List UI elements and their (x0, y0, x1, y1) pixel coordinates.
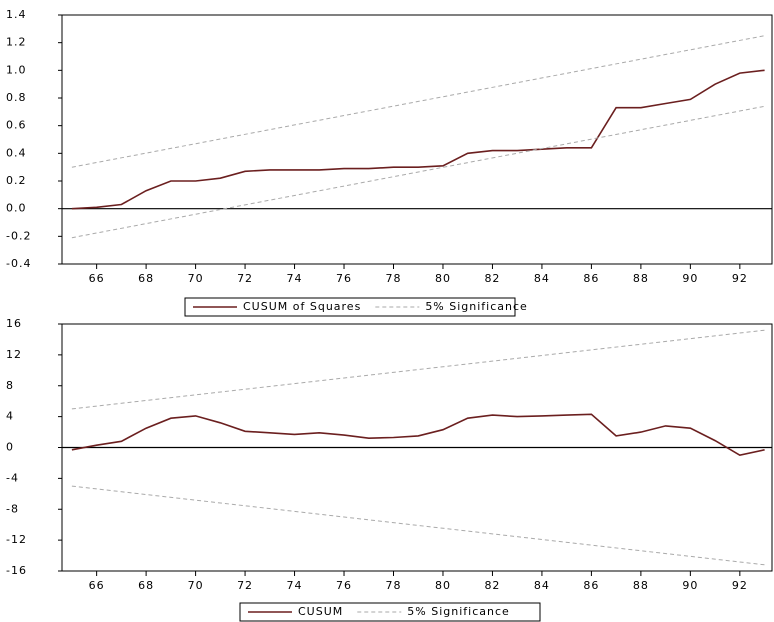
x-tick-label: 82 (484, 579, 500, 592)
x-tick-label: 86 (583, 579, 599, 592)
x-tick-label: 78 (385, 272, 401, 285)
x-tick-label: 74 (287, 579, 303, 592)
y-tick-label: 0.4 (6, 146, 27, 159)
legend-label: 5% Significance (425, 300, 528, 313)
x-tick-label: 74 (287, 272, 303, 285)
y-tick-label: -8 (6, 502, 19, 515)
y-tick-label: 1.4 (6, 8, 27, 21)
x-tick-label: 76 (336, 579, 352, 592)
x-tick-label: 88 (633, 579, 649, 592)
y-tick-label: 0.0 (6, 202, 27, 215)
y-tick-label: 1.0 (6, 63, 27, 76)
y-tick-label: 1.2 (6, 36, 27, 49)
band-line (71, 105, 765, 239)
y-tick-label: -12 (6, 533, 27, 546)
x-tick-label: 68 (138, 579, 154, 592)
x-tick-label: 84 (534, 272, 550, 285)
x-tick-label: 80 (435, 579, 451, 592)
legend-label: CUSUM (298, 605, 343, 618)
x-tick-label: 66 (89, 579, 105, 592)
x-tick-label: 88 (633, 272, 649, 285)
y-tick-label: -4 (6, 471, 19, 484)
x-tick-label: 70 (188, 579, 204, 592)
x-tick-label: 72 (237, 579, 253, 592)
x-tick-label: 80 (435, 272, 451, 285)
legend-box (239, 602, 541, 622)
x-tick-label: 90 (682, 579, 698, 592)
x-tick-label: 70 (188, 272, 204, 285)
x-tick-label: 90 (682, 272, 698, 285)
y-tick-label: 16 (6, 317, 22, 330)
band-line (71, 329, 765, 410)
y-tick-label: 8 (6, 379, 14, 392)
band-line (71, 485, 765, 566)
x-tick-label: 66 (89, 272, 105, 285)
x-tick-label: 76 (336, 272, 352, 285)
series-line (71, 413, 765, 457)
x-tick-label: 78 (385, 579, 401, 592)
y-tick-label: 12 (6, 348, 22, 361)
y-tick-label: 0.6 (6, 119, 27, 132)
y-tick-label: 0.8 (6, 91, 27, 104)
x-tick-label: 84 (534, 579, 550, 592)
x-tick-label: 68 (138, 272, 154, 285)
x-tick-label: 72 (237, 272, 253, 285)
legend-label: CUSUM of Squares (243, 300, 361, 313)
y-tick-label: -0.2 (6, 229, 31, 242)
band-line (71, 35, 765, 168)
y-tick-label: 0 (6, 441, 14, 454)
x-tick-label: 92 (732, 579, 748, 592)
y-tick-label: 4 (6, 410, 14, 423)
series-line (71, 69, 765, 210)
x-tick-label: 92 (732, 272, 748, 285)
legend-label: 5% Significance (407, 605, 510, 618)
x-tick-label: 82 (484, 272, 500, 285)
legend-box (184, 297, 516, 317)
x-tick-label: 86 (583, 272, 599, 285)
plot-frame (61, 14, 773, 265)
y-tick-label: 0.2 (6, 174, 27, 187)
y-tick-label: -0.4 (6, 257, 31, 270)
y-tick-label: -16 (6, 564, 27, 577)
